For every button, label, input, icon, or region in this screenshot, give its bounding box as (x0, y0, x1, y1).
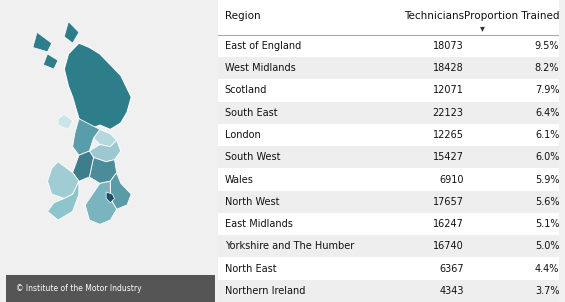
Text: Technicians: Technicians (403, 11, 464, 21)
Text: 16247: 16247 (433, 219, 464, 229)
Text: 9.5%: 9.5% (535, 41, 559, 51)
Polygon shape (89, 157, 116, 183)
Bar (218, 213, 559, 235)
Polygon shape (85, 181, 116, 224)
Text: London: London (225, 130, 260, 140)
Bar (218, 57, 559, 79)
Text: 6.0%: 6.0% (535, 152, 559, 162)
Text: 5.0%: 5.0% (535, 241, 559, 251)
Bar (218, 257, 559, 280)
Polygon shape (110, 172, 131, 209)
Bar (218, 169, 559, 191)
Bar (218, 191, 559, 213)
Text: 5.1%: 5.1% (535, 219, 559, 229)
Text: North West: North West (225, 197, 279, 207)
Polygon shape (47, 181, 79, 220)
Text: East Midlands: East Midlands (225, 219, 293, 229)
Polygon shape (33, 32, 52, 52)
Polygon shape (47, 162, 79, 198)
Text: West Midlands: West Midlands (225, 63, 295, 73)
Bar (218, 0, 559, 35)
Text: South West: South West (225, 152, 280, 162)
Text: 5.9%: 5.9% (535, 175, 559, 185)
Text: Wales: Wales (225, 175, 254, 185)
Text: North East: North East (225, 264, 276, 274)
Text: 22123: 22123 (433, 108, 464, 118)
Text: ▾: ▾ (480, 24, 485, 34)
Text: 15427: 15427 (433, 152, 464, 162)
Text: 12265: 12265 (433, 130, 464, 140)
Polygon shape (106, 192, 115, 203)
Text: 18073: 18073 (433, 41, 464, 51)
Text: 6367: 6367 (439, 264, 464, 274)
Bar (218, 280, 559, 302)
Polygon shape (73, 119, 100, 155)
Text: Scotland: Scotland (225, 85, 267, 95)
Text: East of England: East of England (225, 41, 301, 51)
Text: 18428: 18428 (433, 63, 464, 73)
Text: 4.4%: 4.4% (535, 264, 559, 274)
Text: 16740: 16740 (433, 241, 464, 251)
Bar (218, 146, 559, 169)
Text: 3.7%: 3.7% (535, 286, 559, 296)
Polygon shape (73, 151, 94, 181)
Bar (218, 79, 559, 101)
Text: 8.2%: 8.2% (535, 63, 559, 73)
Text: 5.6%: 5.6% (535, 197, 559, 207)
Text: Proportion Trained: Proportion Trained (464, 11, 559, 21)
Polygon shape (64, 43, 131, 130)
Text: 7.9%: 7.9% (535, 85, 559, 95)
Text: 17657: 17657 (433, 197, 464, 207)
Text: Northern Ireland: Northern Ireland (225, 286, 305, 296)
Text: 12071: 12071 (433, 85, 464, 95)
Polygon shape (94, 130, 116, 147)
Text: © Institute of the Motor Industry: © Institute of the Motor Industry (16, 284, 142, 293)
FancyBboxPatch shape (6, 275, 215, 302)
Polygon shape (58, 114, 73, 130)
Polygon shape (44, 54, 58, 69)
Text: South East: South East (225, 108, 277, 118)
Text: 4343: 4343 (439, 286, 464, 296)
Text: 6.1%: 6.1% (535, 130, 559, 140)
Text: 6910: 6910 (439, 175, 464, 185)
Text: Yorkshire and The Humber: Yorkshire and The Humber (225, 241, 354, 251)
Bar (218, 235, 559, 257)
Bar (218, 35, 559, 57)
Bar (218, 101, 559, 124)
Polygon shape (89, 140, 121, 162)
Text: 6.4%: 6.4% (535, 108, 559, 118)
Bar (218, 124, 559, 146)
Text: Region: Region (225, 11, 260, 21)
Polygon shape (64, 21, 79, 43)
